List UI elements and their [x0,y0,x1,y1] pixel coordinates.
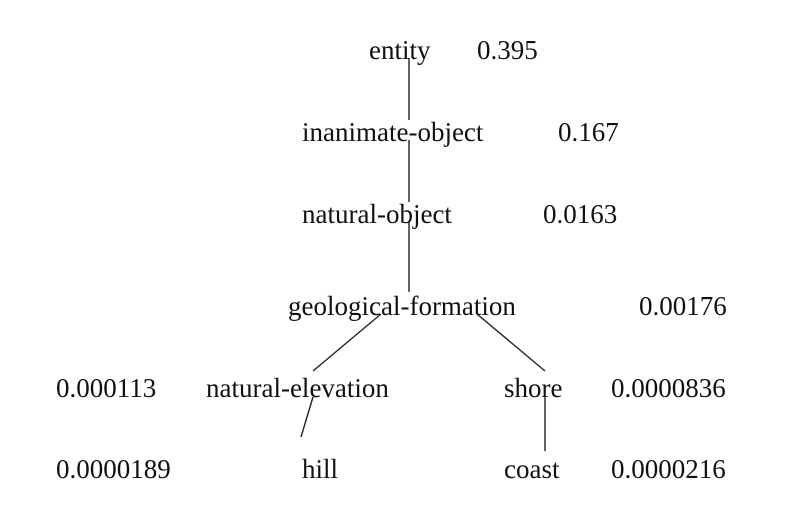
node-label-geological-formation: geological-formation [288,291,516,321]
node-value-shore: 0.0000836 [611,373,726,403]
node-value-natural-elevation: 0.000113 [56,373,157,403]
edge-geological-formation-to-natural-elevation [312,313,382,372]
edge-natural-elevation-to-hill [300,396,314,438]
node-value-natural-object: 0.0163 [543,199,618,229]
edge-geological-formation-to-shore [476,313,546,372]
node-label-coast: coast [504,454,560,484]
node-label-shore: shore [504,373,563,403]
node-label-natural-elevation: natural-elevation [206,373,389,403]
node-value-hill: 0.0000189 [56,454,171,484]
node-value-coast: 0.0000216 [611,454,726,484]
node-label-natural-object: natural-object [302,199,452,229]
node-value-geological-formation: 0.00176 [639,291,727,321]
node-label-hill: hill [302,454,339,484]
node-value-entity: 0.395 [477,35,538,65]
node-label-inanimate-object: inanimate-object [302,117,484,147]
node-label-entity: entity [369,35,431,65]
node-value-inanimate-object: 0.167 [558,117,619,147]
